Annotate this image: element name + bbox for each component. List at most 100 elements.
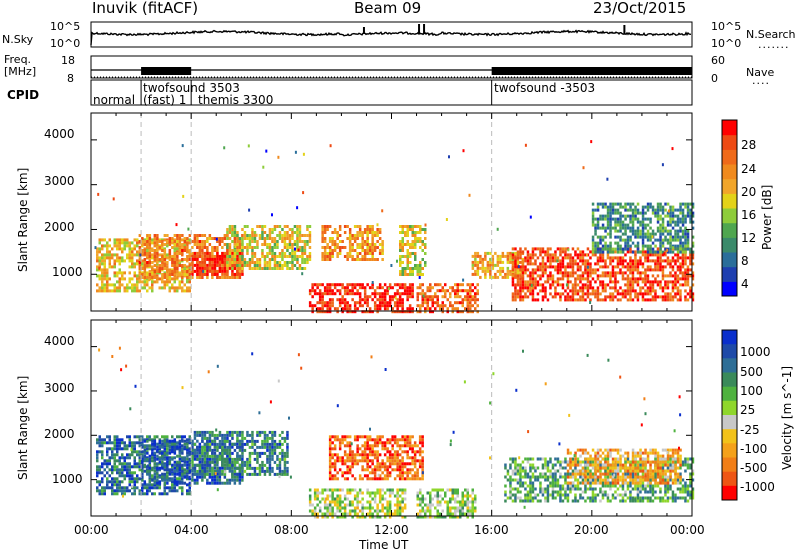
data-cell <box>218 466 222 470</box>
data-cell <box>143 445 147 449</box>
data-cell <box>278 261 282 264</box>
data-cell <box>193 436 197 440</box>
data-cell <box>106 465 109 469</box>
data-cell <box>226 448 229 452</box>
data-cell <box>614 265 617 269</box>
data-cell <box>271 231 274 234</box>
data-cell <box>273 472 277 476</box>
data-cell <box>323 249 327 252</box>
data-cell <box>171 273 174 276</box>
data-cell <box>138 477 141 481</box>
data-cell <box>404 267 407 270</box>
data-cell <box>173 243 177 246</box>
data-cell <box>268 267 272 270</box>
data-cell <box>534 286 537 290</box>
data-cell <box>644 217 647 221</box>
data-cell <box>173 486 176 490</box>
data-cell <box>331 488 334 492</box>
data-cell <box>241 448 244 452</box>
data-cell <box>308 231 312 234</box>
data-cell <box>674 283 677 287</box>
data-cell <box>582 166 585 170</box>
data-cell <box>529 259 532 263</box>
data-cell <box>651 247 655 251</box>
data-cell <box>619 271 622 275</box>
data-cell <box>236 472 239 476</box>
data-cell <box>188 249 192 252</box>
data-cell <box>181 439 184 443</box>
data-cell <box>649 292 652 296</box>
data-cell <box>198 442 202 446</box>
data-cell <box>116 438 119 442</box>
data-cell <box>146 261 149 264</box>
data-cell <box>198 475 202 479</box>
data-cell <box>343 246 347 249</box>
data-cell <box>519 298 522 302</box>
data-cell <box>163 451 167 455</box>
data-cell <box>496 254 500 258</box>
nsky-panel-frame <box>90 21 693 48</box>
data-cell <box>666 274 670 278</box>
data-cell <box>116 259 119 263</box>
data-cell <box>681 274 685 278</box>
data-cell <box>283 261 287 264</box>
data-cell <box>158 264 162 267</box>
data-cell <box>366 240 369 243</box>
data-cell <box>203 234 207 237</box>
data-cell <box>223 272 227 276</box>
data-cell <box>246 237 249 240</box>
data-cell <box>261 228 264 231</box>
data-cell <box>178 454 182 458</box>
data-cell <box>401 240 404 243</box>
data-cell <box>263 436 267 440</box>
data-cell <box>429 283 432 287</box>
data-cell <box>644 244 647 248</box>
data-cell <box>353 506 357 510</box>
data-cell <box>143 486 146 490</box>
data-cell <box>111 450 114 454</box>
data-cell <box>634 214 637 218</box>
data-cell <box>241 457 244 461</box>
data-cell <box>161 435 164 439</box>
data-cell <box>108 441 111 445</box>
data-cell <box>238 264 242 267</box>
data-cell <box>672 246 675 250</box>
data-cell <box>98 247 101 251</box>
data-cell <box>331 301 334 305</box>
data-cell <box>351 500 354 504</box>
data-cell <box>161 463 164 467</box>
data-cell <box>168 472 172 476</box>
data-cell <box>659 229 662 233</box>
data-cell <box>496 263 500 267</box>
data-cell <box>654 265 657 269</box>
data-cell <box>211 454 214 458</box>
data-cell <box>278 442 282 446</box>
data-cell <box>208 481 212 485</box>
data-cell <box>268 252 272 255</box>
data-cell <box>684 274 687 278</box>
data-cell <box>526 289 530 293</box>
data-cell <box>108 459 111 463</box>
data-cell <box>308 255 312 258</box>
data-cell <box>308 494 312 498</box>
data-cell <box>529 262 532 266</box>
data-cell <box>296 255 299 258</box>
data-cell <box>298 267 302 270</box>
data-cell <box>676 238 680 242</box>
data-cell <box>681 202 685 206</box>
data-cell <box>241 451 244 455</box>
data-cell <box>544 265 547 269</box>
data-cell <box>148 234 152 237</box>
data-cell <box>399 261 402 264</box>
data-cell <box>153 466 157 470</box>
data-cell <box>308 289 312 293</box>
data-cell <box>606 244 610 248</box>
data-cell <box>651 241 655 245</box>
data-cell <box>616 265 620 269</box>
data-cell <box>183 273 187 276</box>
data-cell <box>651 250 655 254</box>
data-cell <box>248 460 252 464</box>
data-cell <box>138 249 142 252</box>
data-cell <box>203 436 207 440</box>
data-cell <box>686 205 690 209</box>
